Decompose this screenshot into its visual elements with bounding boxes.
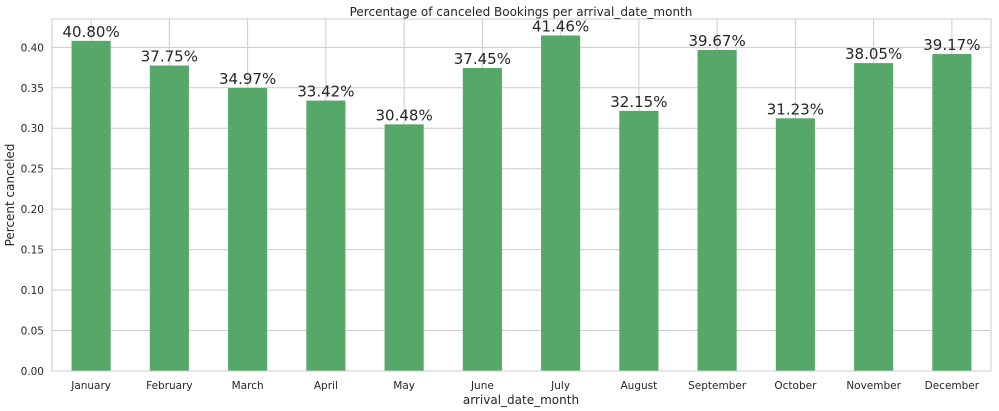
x-tick-label: January — [70, 380, 111, 392]
data-label-september: 39.67% — [689, 32, 746, 50]
bar-april — [306, 100, 346, 371]
x-axis-label: arrival_date_month — [463, 393, 579, 407]
chart-title: Percentage of canceled Bookings per arri… — [350, 5, 693, 19]
bar-february — [149, 65, 189, 371]
x-tick-label: November — [846, 380, 901, 392]
y-tick-label: 0.00 — [21, 366, 44, 378]
data-label-april: 33.42% — [297, 83, 354, 101]
x-tick-label: August — [621, 380, 658, 392]
data-label-december: 39.17% — [923, 36, 980, 54]
tick-layer: 0.00 0.05 0.10 0.15 0.20 0.25 0.30 0.35 0.40 Janu… — [21, 42, 980, 392]
x-tick-label: February — [146, 380, 193, 392]
bar-may — [384, 124, 424, 371]
bar-october — [775, 118, 815, 372]
y-tick-label: 0.20 — [21, 204, 44, 216]
bar-august — [619, 110, 659, 371]
data-label-january: 40.80% — [63, 23, 120, 41]
x-tick-label: June — [470, 380, 494, 392]
x-tick-label: December — [925, 380, 980, 392]
data-label-may: 30.48% — [376, 106, 433, 124]
data-label-august: 32.15% — [610, 93, 667, 111]
data-label-november: 38.05% — [845, 45, 902, 63]
y-tick-label: 0.35 — [21, 83, 44, 95]
bar-december — [932, 54, 972, 372]
x-tick-label: May — [393, 380, 415, 392]
bar-january — [71, 40, 111, 372]
data-label-march: 34.97% — [219, 70, 276, 88]
data-label-october: 31.23% — [767, 100, 824, 118]
bar-july — [541, 35, 581, 371]
bar-layer — [71, 35, 972, 372]
bar-september — [697, 49, 737, 371]
data-label-july: 41.46% — [532, 18, 589, 36]
y-tick-label: 0.10 — [21, 285, 44, 297]
data-label-february: 37.75% — [141, 48, 198, 66]
y-tick-label: 0.25 — [21, 164, 44, 176]
y-tick-label: 0.30 — [21, 123, 44, 135]
bar-june — [462, 67, 502, 371]
y-tick-label: 0.40 — [21, 42, 44, 54]
x-tick-label: October — [774, 380, 817, 392]
y-tick-label: 0.05 — [21, 326, 44, 338]
x-tick-label: April — [314, 380, 338, 392]
grid-layer — [52, 19, 991, 372]
x-tick-label: September — [688, 380, 747, 392]
y-tick-label: 0.15 — [21, 245, 44, 257]
plot-frame — [51, 18, 992, 372]
bar-november — [854, 63, 894, 372]
bar-march — [228, 88, 268, 372]
y-axis-label: Percent canceled — [3, 144, 17, 247]
x-tick-label: March — [232, 380, 264, 392]
label-layer: 40.80% 37.75% 34.97% 33.42% 30.48% 37.45% 41.4… — [63, 18, 981, 125]
data-label-june: 37.45% — [454, 50, 511, 68]
x-tick-label: July — [550, 380, 570, 392]
